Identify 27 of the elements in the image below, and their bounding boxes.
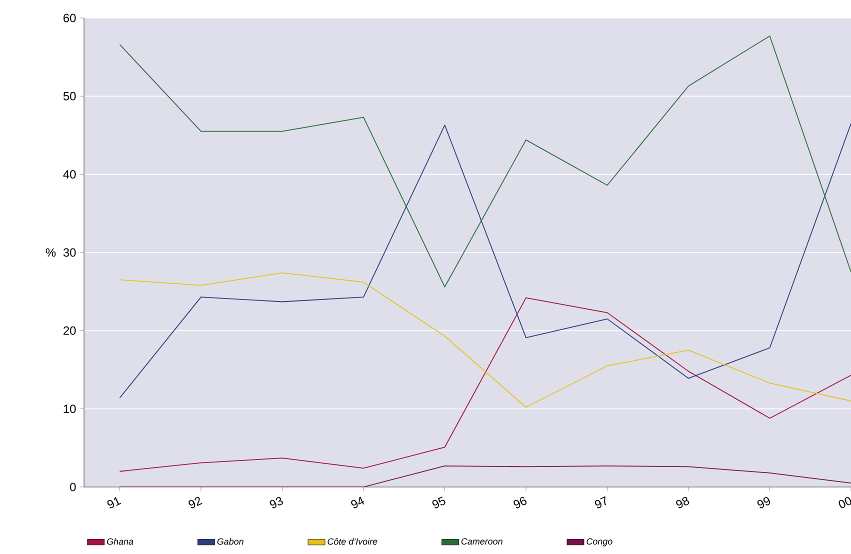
legend-label: Cameroon (461, 538, 502, 545)
x-tick-label: 94 (351, 496, 364, 508)
x-tick-label: 92 (188, 496, 202, 508)
x-tick-label: 99 (757, 497, 770, 508)
legend-label: Côte d’Ivoire (328, 538, 378, 545)
y-tick-label: 30 (63, 248, 76, 257)
line-series (119, 123, 851, 398)
x-tick-label: 96 (514, 496, 527, 508)
x-tick-label: 91 (107, 497, 122, 508)
y-tick-label: 0 (70, 482, 76, 492)
line-series (119, 272, 851, 408)
line-series (119, 297, 851, 472)
legend-label: Ghana (107, 538, 134, 545)
legend-label: Gabon (217, 538, 244, 545)
line-series (119, 36, 851, 288)
y-tick-label: 10 (64, 404, 76, 414)
y-tick-label: 40 (63, 170, 76, 179)
x-tick-label: 93 (270, 497, 283, 508)
y-axis-title: % (46, 248, 56, 257)
y-tick-label: 20 (64, 326, 76, 335)
x-tick-label: 95 (432, 496, 446, 508)
x-tick-label: 00 (838, 497, 851, 508)
x-tick-label: 97 (594, 496, 606, 508)
y-tick-label: 60 (64, 14, 76, 22)
legend-label: Congo (586, 538, 612, 546)
x-tick-label: 98 (676, 496, 690, 508)
y-tick-label: 50 (63, 92, 76, 100)
